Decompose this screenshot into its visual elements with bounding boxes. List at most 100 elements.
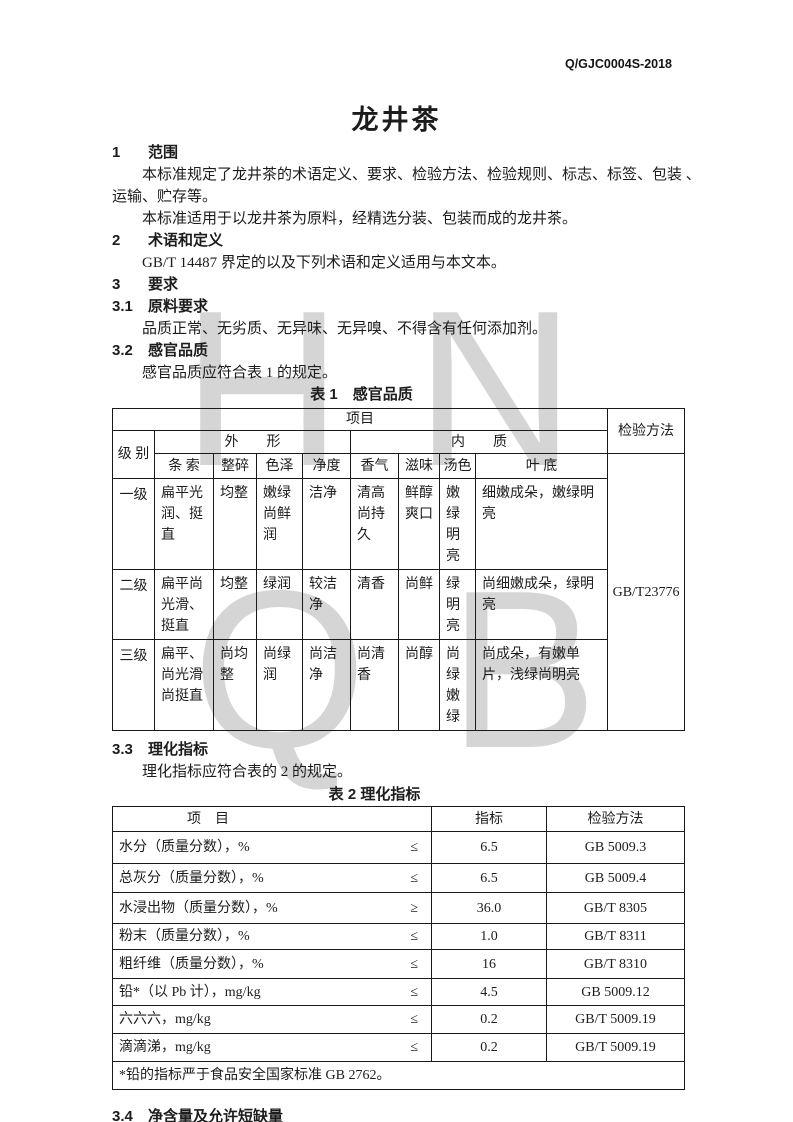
table1-method-value: GB/T23776 bbox=[607, 453, 686, 731]
table2-value: 6.5 bbox=[431, 831, 547, 864]
body-paragraph: 本标准适用于以龙井茶为原料，经精选分装、包装而成的龙井茶。 bbox=[142, 211, 578, 227]
section-number: 3 bbox=[112, 276, 121, 293]
table-row: 六六六，mg/kg ≤ 0.2 GB/T 5009.19 bbox=[112, 1005, 685, 1034]
table2-method: GB 5009.12 bbox=[546, 978, 685, 1006]
section-title: 净含量及允许短缺量 bbox=[148, 1108, 284, 1122]
table1-col-header: 净度 bbox=[302, 453, 351, 479]
body-paragraph: 本标准规定了龙井茶的术语定义、要求、检验方法、检验规则、标志、标签、包装 、 bbox=[142, 167, 701, 183]
table1-cell: 尚绿嫩绿 bbox=[439, 639, 476, 731]
section-number: 3.4 bbox=[112, 1108, 133, 1122]
table2-caption: 表 2 理化指标 bbox=[328, 786, 421, 803]
table1-cell: 鲜醇爽口 bbox=[398, 478, 440, 570]
table2-method: GB/T 5009.19 bbox=[546, 1005, 685, 1034]
table2-value: 16 bbox=[431, 949, 547, 979]
standard-code: Q/GJC0004S-2018 bbox=[564, 57, 672, 71]
table1-cell: 尚清香 bbox=[350, 639, 399, 731]
table2-item: 粉末（质量分数），% bbox=[119, 929, 250, 944]
table-row: 铅*（以 Pb 计），mg/kg ≤ 4.5 GB 5009.12 bbox=[112, 978, 685, 1006]
table1-cell: 尚成朵，有嫩单片，浅绿尚明亮 bbox=[474, 639, 609, 731]
body-paragraph: 感官品质应符合表 1 的规定。 bbox=[142, 365, 338, 381]
table2-item: 水浸出物（质量分数），% bbox=[119, 900, 278, 916]
section-title: 理化指标 bbox=[148, 741, 209, 758]
table1-grade-cell: 二级 bbox=[112, 569, 155, 640]
table1-header-grade: 级 别 bbox=[112, 430, 155, 479]
table2-value: 0.2 bbox=[431, 1033, 547, 1062]
table2-value: 1.0 bbox=[431, 923, 547, 950]
section-number: 2 bbox=[112, 232, 121, 249]
table1-cell: 尚鲜 bbox=[398, 569, 440, 640]
table1-col-header: 汤色 bbox=[439, 453, 476, 479]
table-row: *铅的指标严于食品安全国家标准 GB 2762。 bbox=[112, 1061, 685, 1090]
table-row: 粉末（质量分数），% ≤ 1.0 GB/T 8311 bbox=[112, 923, 685, 950]
table2-header-index: 指标 bbox=[431, 806, 547, 832]
physicochemical-index-table: 项 目 指标 检验方法 水分（质量分数），% ≤ 6.5 GB 5009.3 总灰… bbox=[112, 806, 685, 1090]
table2-method: GB 5009.3 bbox=[546, 831, 685, 864]
table1-cell: 均整 bbox=[213, 478, 257, 570]
table-row: 水浸出物（质量分数），% ≥ 36.0 GB/T 8305 bbox=[112, 892, 685, 924]
section-heading-3-1: 3.1 原料要求 bbox=[112, 296, 687, 318]
table2-method: GB/T 8305 bbox=[546, 892, 685, 924]
section-title: 原料要求 bbox=[148, 298, 209, 315]
table2-operator: ≤ bbox=[410, 870, 418, 886]
sensory-quality-table: 项目 检验方法 级 别 外 形 内 质 条 索 整碎 色泽 净度 香气 滋味 汤… bbox=[111, 408, 686, 731]
table1-header-shape: 外 形 bbox=[154, 430, 351, 454]
table1-col-header: 色泽 bbox=[256, 453, 303, 479]
table-row: 粗纤维（质量分数），% ≤ 16 GB/T 8310 bbox=[112, 949, 685, 979]
section-number: 3.2 bbox=[112, 342, 133, 359]
section-number: 3.3 bbox=[112, 741, 133, 758]
section-number: 3.1 bbox=[112, 298, 133, 315]
document-body: 1 范围 本标准规定了龙井茶的术语定义、要求、检验方法、检验规则、标志、标签、包装… bbox=[111, 142, 701, 1122]
table1-cell: 清香 bbox=[350, 569, 399, 640]
table2-method: GB 5009.4 bbox=[546, 863, 685, 893]
section-title: 范围 bbox=[148, 144, 179, 161]
table1-col-header: 香气 bbox=[350, 453, 399, 479]
table1-cell: 尚醇 bbox=[398, 639, 440, 731]
section-heading-3-3: 3.3 理化指标 bbox=[112, 739, 687, 761]
table2-operator: ≤ bbox=[410, 1040, 418, 1055]
body-paragraph: 理化指标应符合表的 2 的规定。 bbox=[142, 764, 353, 780]
table1-header-inner: 内 质 bbox=[349, 430, 609, 454]
table2-value: 36.0 bbox=[431, 892, 547, 924]
table1-cell: 较洁净 bbox=[302, 569, 351, 640]
table2-operator: ≤ bbox=[410, 929, 418, 944]
table2-item: 总灰分（质量分数），% bbox=[119, 870, 264, 886]
section-heading-3-4: 3.4 净含量及允许短缺量 bbox=[112, 1106, 687, 1122]
table2-method: GB/T 8311 bbox=[546, 923, 685, 950]
table2-value: 4.5 bbox=[431, 978, 547, 1006]
table-row: 总灰分（质量分数），% ≤ 6.5 GB 5009.4 bbox=[112, 863, 685, 893]
table2-item: 粗纤维（质量分数），% bbox=[119, 956, 264, 972]
table1-cell: 尚绿润 bbox=[256, 639, 303, 731]
table1-cell: 尚洁净 bbox=[302, 639, 351, 731]
table1-cell: 嫩绿尚鲜润 bbox=[256, 478, 303, 570]
table2-operator: ≤ bbox=[410, 840, 418, 855]
table1-caption: 表 1 感官品质 bbox=[310, 386, 413, 403]
table-row: 三级 扁平、尚光滑尚挺直 尚均整 尚绿润 尚洁净 尚清香 尚醇 尚绿嫩绿 尚成朵… bbox=[112, 639, 685, 731]
section-heading-3-2: 3.2 感官品质 bbox=[112, 340, 687, 362]
page-title: 龙井茶 bbox=[351, 105, 442, 135]
table2-footnote: *铅的指标严于食品安全国家标准 GB 2762。 bbox=[112, 1061, 685, 1090]
table2-header-method: 检验方法 bbox=[546, 806, 685, 832]
table2-operator: ≤ bbox=[410, 1012, 418, 1027]
table2-value: 6.5 bbox=[431, 863, 547, 893]
section-title: 术语和定义 bbox=[148, 232, 224, 249]
table1-cell: 扁平尚光滑、挺直 bbox=[154, 569, 214, 640]
table1-cell: 均整 bbox=[213, 569, 257, 640]
table1-cell: 清高尚持久 bbox=[350, 478, 399, 570]
body-paragraph: GB/T 14487 界定的以及下列术语和定义适用与本文本。 bbox=[142, 255, 506, 271]
section-heading-3: 3 要求 bbox=[112, 274, 687, 296]
table-row: 一级 扁平光润、挺直 均整 嫩绿尚鲜润 洁净 清高尚持久 鲜醇爽口 嫩绿明亮 细… bbox=[112, 478, 685, 570]
table2-item: 滴滴涕，mg/kg bbox=[119, 1040, 211, 1055]
section-number: 1 bbox=[112, 144, 121, 161]
table1-cell: 尚均整 bbox=[213, 639, 257, 731]
table1-col-header: 叶 底 bbox=[474, 453, 609, 479]
table2-item: 水分（质量分数），% bbox=[119, 840, 250, 855]
table2-item: 六六六，mg/kg bbox=[119, 1012, 211, 1027]
table2-method: GB/T 5009.19 bbox=[546, 1033, 685, 1062]
table2-header-item: 项 目 bbox=[112, 806, 432, 832]
table-row: 水分（质量分数），% ≤ 6.5 GB 5009.3 bbox=[112, 831, 685, 864]
table2-value: 0.2 bbox=[431, 1005, 547, 1034]
table1-cell: 绿明亮 bbox=[439, 569, 476, 640]
table2-operator: ≤ bbox=[410, 956, 418, 972]
table2-operator: ≤ bbox=[410, 984, 418, 1000]
